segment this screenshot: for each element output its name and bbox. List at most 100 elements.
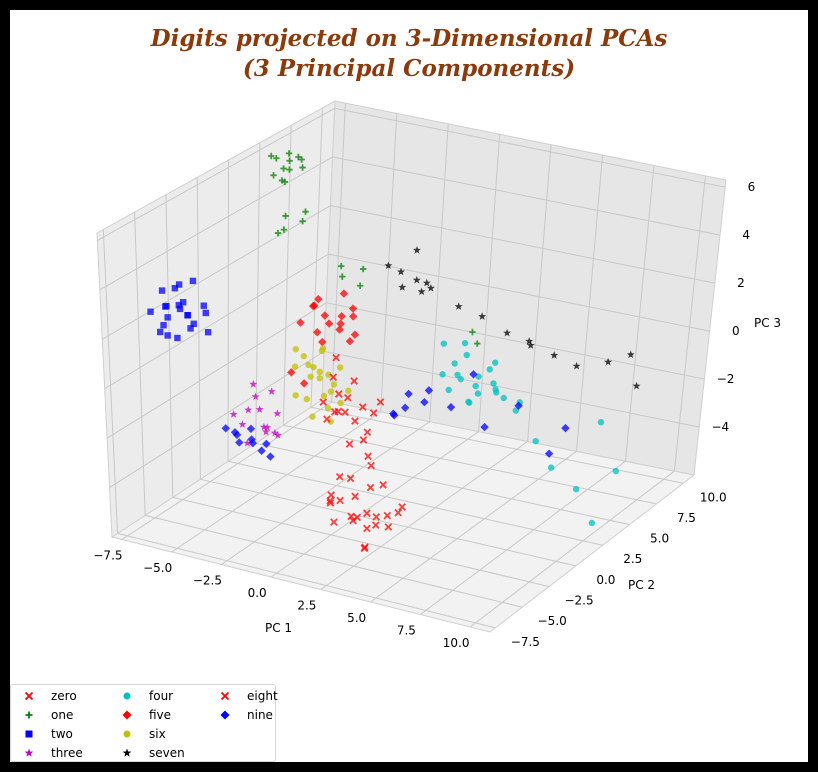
data-point-six	[309, 413, 316, 420]
data-point-nine	[424, 386, 434, 395]
data-point-eight	[350, 377, 358, 385]
data-point-zero	[360, 544, 369, 553]
z-gridline	[324, 350, 700, 428]
data-point-eight	[341, 408, 349, 416]
data-point-two	[176, 305, 184, 313]
data-point-five	[310, 301, 319, 310]
series-one	[268, 150, 481, 347]
x-gridline	[420, 460, 626, 615]
data-point-one	[474, 340, 481, 347]
legend-item-seven: seven	[119, 744, 185, 762]
x-gridline	[469, 470, 675, 628]
data-point-two	[175, 281, 183, 288]
legend-marker-seven	[122, 748, 132, 757]
data-point-zero	[384, 523, 393, 531]
data-point-one	[339, 273, 346, 280]
data-point-eight	[330, 408, 339, 416]
data-point-one	[286, 157, 293, 164]
data-point-two	[174, 334, 181, 342]
data-point-six	[330, 381, 338, 388]
z-gridline	[101, 205, 331, 340]
data-point-five	[320, 311, 330, 320]
data-point-six	[318, 347, 326, 355]
y-gridline	[227, 460, 603, 546]
data-point-zero	[398, 503, 406, 511]
x-gridline	[221, 421, 430, 565]
y-tick-label: 7.5	[677, 511, 696, 525]
series-five	[287, 289, 360, 388]
data-point-four	[597, 418, 605, 426]
y-gridline	[310, 107, 323, 408]
data-point-five	[336, 319, 345, 328]
data-point-four	[572, 485, 580, 493]
data-point-four	[512, 407, 520, 414]
legend-marker-two	[25, 730, 33, 738]
data-point-six	[345, 387, 352, 395]
x-tick-label: −7.5	[93, 549, 122, 563]
data-point-two	[200, 302, 207, 309]
data-point-five	[313, 328, 322, 337]
data-point-one	[285, 150, 293, 157]
data-point-two	[158, 287, 166, 294]
data-point-five	[335, 325, 344, 334]
data-point-six	[316, 368, 323, 376]
series-nine	[221, 370, 570, 461]
data-point-seven	[626, 350, 635, 359]
data-point-five	[349, 312, 358, 321]
data-point-zero	[351, 492, 359, 501]
chart-title-line2: (3 Principal Components)	[242, 55, 576, 82]
data-point-seven	[550, 351, 559, 359]
data-point-five	[299, 379, 309, 388]
x-gridline	[429, 123, 449, 422]
data-point-four	[465, 398, 472, 405]
y-tick-label: 2.5	[623, 552, 642, 566]
data-point-nine	[544, 449, 554, 458]
legend-label: zero	[51, 689, 77, 703]
data-point-zero	[383, 511, 392, 520]
data-point-seven	[413, 246, 421, 254]
data-point-eight	[319, 398, 328, 406]
data-point-two	[147, 308, 154, 315]
data-point-three	[229, 410, 238, 418]
data-point-eight	[343, 393, 352, 402]
data-point-zero	[336, 496, 344, 505]
data-point-three	[238, 420, 247, 428]
z-tick-label: −4	[712, 420, 730, 434]
data-point-nine	[266, 452, 275, 461]
data-point-two	[157, 328, 164, 336]
data-point-one	[295, 153, 302, 161]
data-point-nine	[221, 424, 230, 433]
x-gridline	[478, 134, 501, 432]
data-point-four	[492, 386, 499, 393]
data-point-six	[307, 373, 314, 380]
y-tick-label: 0.0	[596, 573, 615, 587]
z-gridline	[328, 253, 710, 332]
data-point-nine	[235, 438, 244, 447]
data-point-zero	[366, 483, 375, 492]
legend-marker-eight-shape	[220, 691, 230, 701]
x-tick-label: 7.5	[397, 624, 416, 638]
data-point-five	[318, 337, 327, 347]
data-point-nine	[404, 389, 413, 399]
data-point-seven	[478, 312, 487, 320]
data-point-six	[327, 388, 335, 395]
data-point-three	[270, 428, 279, 437]
y-gridline	[310, 406, 684, 484]
series-seven	[384, 246, 641, 390]
data-point-one	[298, 156, 305, 163]
data-point-seven	[417, 287, 426, 296]
y-tick-label: 10.0	[700, 490, 727, 504]
data-point-six	[303, 395, 310, 403]
z-gridline	[330, 205, 715, 284]
data-point-seven	[384, 261, 393, 270]
data-point-five	[350, 330, 360, 339]
z-tick-label: 0	[732, 324, 740, 338]
data-point-six	[320, 392, 328, 400]
z-gridline	[99, 156, 333, 291]
data-point-two	[202, 309, 209, 317]
data-point-five	[348, 304, 358, 313]
data-point-eight	[363, 428, 372, 436]
data-point-one	[270, 172, 277, 179]
data-point-nine	[446, 402, 456, 412]
data-point-three	[244, 405, 253, 414]
